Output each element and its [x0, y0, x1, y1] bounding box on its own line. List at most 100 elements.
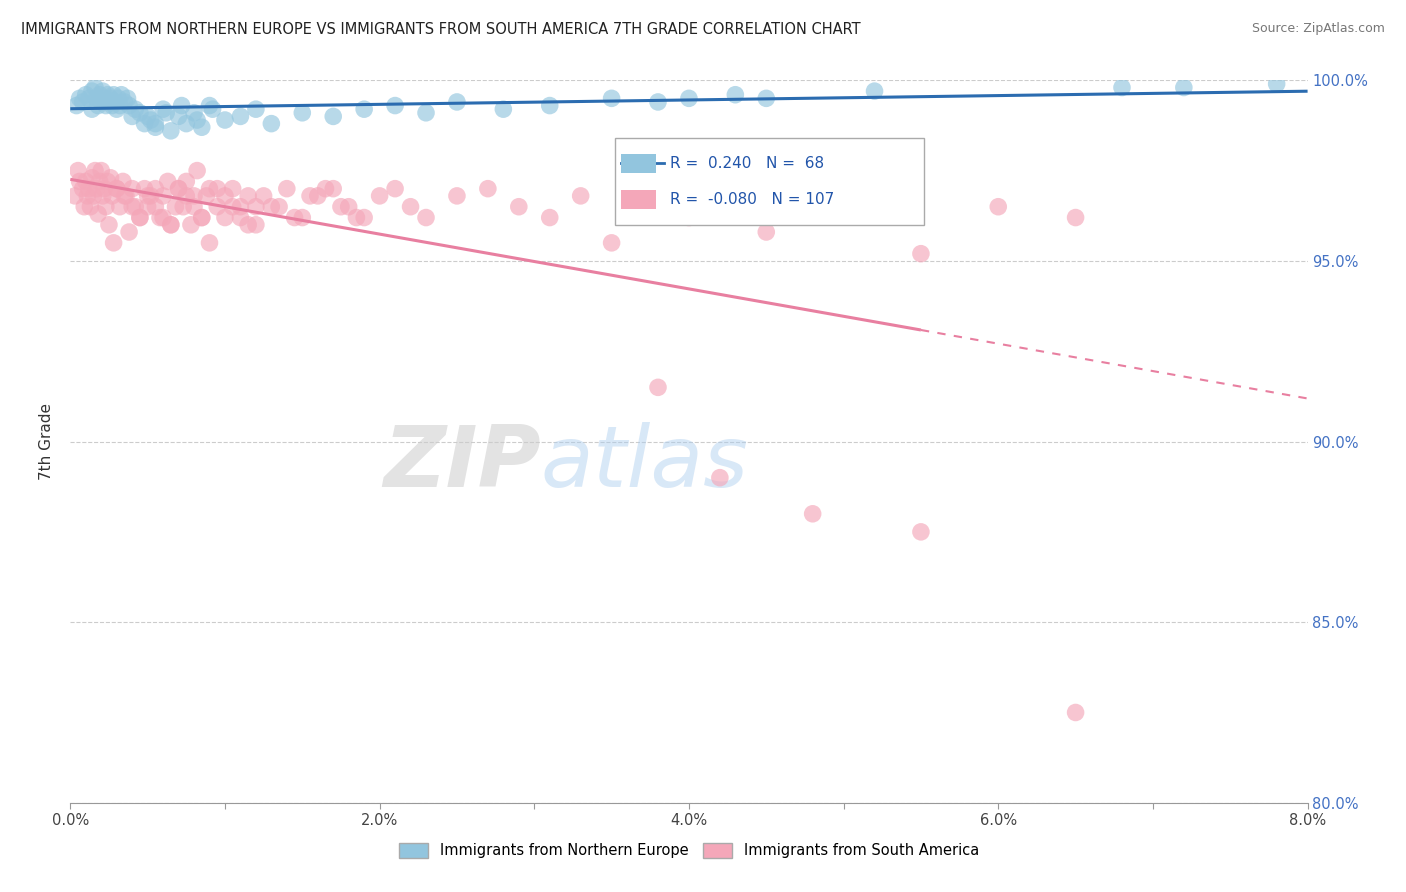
Point: [94, 98, 117, 112]
Point: [118, 98, 141, 112]
Point: [647, 380, 669, 394]
Y-axis label: 7th Grade: 7th Grade: [39, 403, 55, 480]
Point: [129, 105, 152, 120]
Point: [1173, 80, 1195, 95]
Point: [110, 87, 132, 102]
Point: [269, 200, 291, 214]
Point: [284, 211, 307, 225]
Point: [67, 163, 90, 178]
Point: [69, 174, 91, 188]
Point: [149, 211, 172, 225]
Point: [152, 211, 174, 225]
Point: [80, 84, 103, 98]
Point: [186, 163, 208, 178]
Point: [260, 200, 283, 214]
Point: [96, 174, 118, 188]
Point: [79, 200, 101, 214]
Point: [415, 211, 437, 225]
Point: [222, 200, 245, 214]
Point: [136, 109, 159, 123]
Point: [145, 117, 166, 131]
Point: [337, 200, 360, 214]
Point: [415, 105, 437, 120]
Point: [207, 181, 229, 195]
Point: [260, 117, 283, 131]
Point: [755, 225, 778, 239]
Point: [191, 211, 214, 225]
Text: ZIP: ZIP: [382, 422, 540, 505]
Text: Source: ZipAtlas.com: Source: ZipAtlas.com: [1251, 22, 1385, 36]
Point: [201, 102, 224, 116]
Point: [105, 181, 128, 195]
Point: [1064, 706, 1087, 720]
Point: [80, 102, 103, 116]
Point: [291, 211, 314, 225]
Point: [229, 200, 252, 214]
Point: [195, 189, 218, 203]
Point: [103, 87, 125, 102]
Point: [84, 80, 107, 95]
Point: [832, 200, 855, 214]
Point: [330, 200, 353, 214]
Point: [100, 170, 122, 185]
Point: [90, 163, 112, 178]
Point: [86, 181, 108, 195]
Point: [87, 207, 110, 221]
Point: [129, 211, 152, 225]
Point: [114, 189, 135, 203]
Point: [910, 246, 932, 260]
Point: [167, 181, 190, 195]
Point: [167, 109, 190, 123]
Point: [180, 218, 202, 232]
Point: [276, 181, 298, 195]
Point: [117, 91, 139, 105]
Point: [315, 181, 337, 195]
Point: [86, 91, 108, 105]
Point: [82, 189, 105, 203]
Point: [107, 91, 129, 105]
Point: [863, 84, 886, 98]
Point: [160, 218, 183, 232]
Point: [76, 189, 98, 203]
Point: [75, 87, 97, 102]
Point: [384, 98, 406, 112]
Point: [89, 87, 111, 102]
Point: [77, 181, 100, 195]
Point: [174, 189, 197, 203]
Point: [103, 235, 125, 250]
Point: [152, 189, 174, 203]
Point: [111, 174, 134, 188]
Point: [755, 91, 778, 105]
Point: [73, 200, 96, 214]
Point: [236, 218, 259, 232]
Point: [84, 163, 107, 178]
Point: [236, 189, 259, 203]
Point: [538, 98, 561, 112]
Point: [124, 200, 146, 214]
Point: [75, 174, 97, 188]
Point: [174, 174, 197, 188]
Point: [90, 95, 112, 109]
Text: atlas: atlas: [540, 422, 748, 505]
Point: [104, 95, 127, 109]
Point: [145, 200, 166, 214]
Point: [724, 87, 747, 102]
Point: [69, 91, 91, 105]
Point: [139, 189, 162, 203]
Point: [101, 98, 124, 112]
Text: R =  -0.080   N = 107: R = -0.080 N = 107: [671, 192, 835, 207]
Point: [145, 120, 166, 135]
Point: [170, 98, 193, 112]
Point: [174, 117, 197, 131]
Point: [299, 189, 322, 203]
Point: [156, 174, 179, 188]
Point: [105, 102, 128, 116]
Point: [63, 189, 86, 203]
Point: [136, 189, 159, 203]
Point: [114, 95, 135, 109]
Point: [101, 189, 124, 203]
Point: [105, 181, 128, 195]
FancyBboxPatch shape: [614, 138, 924, 225]
Point: [801, 507, 824, 521]
Point: [492, 102, 515, 116]
